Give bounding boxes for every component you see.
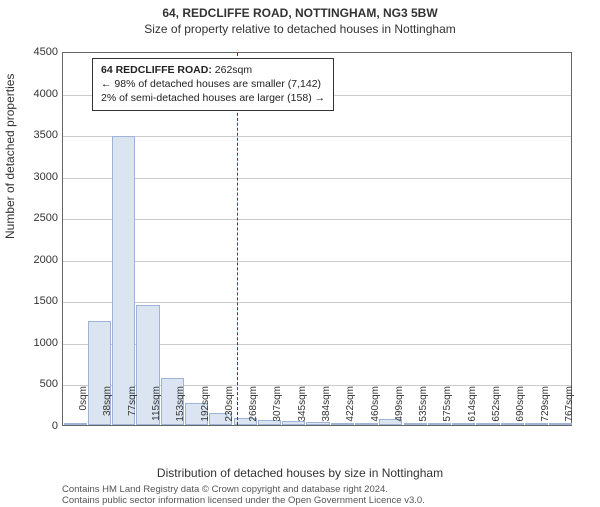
x-tick-label: 345sqm xyxy=(297,386,308,430)
gridline xyxy=(63,302,571,303)
x-axis-label: Distribution of detached houses by size … xyxy=(0,466,600,480)
info-box: 64 REDCLIFFE ROAD: 262sqm← 98% of detach… xyxy=(92,58,334,111)
y-tick-label: 3500 xyxy=(18,129,58,141)
x-tick-label: 38sqm xyxy=(102,386,113,430)
info-line-1: 64 REDCLIFFE ROAD: 262sqm xyxy=(101,63,325,77)
x-tick-label: 767sqm xyxy=(564,386,575,430)
title-block: 64, REDCLIFFE ROAD, NOTTINGHAM, NG3 5BW … xyxy=(0,6,600,36)
y-tick-label: 4500 xyxy=(18,46,58,58)
x-tick-label: 614sqm xyxy=(467,386,478,430)
x-tick-label: 192sqm xyxy=(200,386,211,430)
y-tick-label: 3000 xyxy=(18,171,58,183)
y-axis-label: Number of detached properties xyxy=(3,74,17,239)
y-tick-label: 0 xyxy=(18,420,58,432)
x-tick-label: 115sqm xyxy=(151,386,162,430)
y-tick-label: 1000 xyxy=(18,337,58,349)
gridline xyxy=(63,178,571,179)
x-tick-label: 307sqm xyxy=(272,386,283,430)
y-tick-label: 500 xyxy=(18,378,58,390)
x-tick-label: 153sqm xyxy=(175,386,186,430)
x-tick-label: 690sqm xyxy=(515,386,526,430)
histogram-bar xyxy=(112,136,135,425)
title-line-2: Size of property relative to detached ho… xyxy=(0,22,600,36)
gridline xyxy=(63,261,571,262)
footer-attribution: Contains HM Land Registry data © Crown c… xyxy=(62,484,425,507)
y-tick-label: 4000 xyxy=(18,88,58,100)
x-tick-label: 535sqm xyxy=(418,386,429,430)
x-tick-label: 77sqm xyxy=(127,386,138,430)
footer-line-1: Contains HM Land Registry data © Crown c… xyxy=(62,484,425,495)
x-tick-label: 575sqm xyxy=(442,386,453,430)
y-tick-label: 2000 xyxy=(18,254,58,266)
y-tick-label: 1500 xyxy=(18,295,58,307)
x-tick-label: 729sqm xyxy=(540,386,551,430)
info-line-2: ← 98% of detached houses are smaller (7,… xyxy=(101,77,325,91)
x-tick-label: 460sqm xyxy=(370,386,381,430)
x-tick-label: 499sqm xyxy=(394,386,405,430)
x-tick-label: 384sqm xyxy=(321,386,332,430)
footer-line-2: Contains public sector information licen… xyxy=(62,495,425,506)
title-line-1: 64, REDCLIFFE ROAD, NOTTINGHAM, NG3 5BW xyxy=(0,6,600,20)
info-line-3: 2% of semi-detached houses are larger (1… xyxy=(101,91,325,105)
x-tick-label: 652sqm xyxy=(491,386,502,430)
x-tick-label: 0sqm xyxy=(78,386,89,430)
y-tick-label: 2500 xyxy=(18,212,58,224)
x-tick-label: 422sqm xyxy=(345,386,356,430)
gridline xyxy=(63,219,571,220)
x-tick-label: 268sqm xyxy=(248,386,259,430)
gridline xyxy=(63,136,571,137)
x-tick-label: 230sqm xyxy=(224,386,235,430)
